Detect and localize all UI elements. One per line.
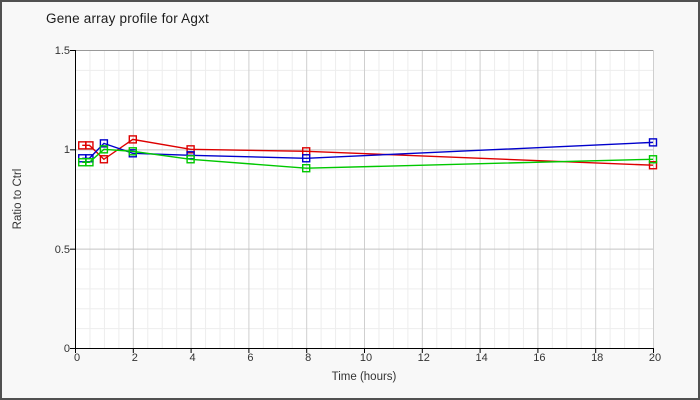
marker-series-green bbox=[85, 158, 94, 167]
marker-series-blue bbox=[648, 138, 658, 147]
marker-series-red bbox=[85, 141, 94, 150]
y-tick-label: 1 bbox=[63, 144, 70, 157]
marker-series-blue bbox=[302, 154, 311, 163]
x-tick-label: 8 bbox=[305, 352, 312, 364]
x-tick-label: 6 bbox=[247, 352, 254, 364]
marker-series-green bbox=[648, 155, 658, 164]
x-tick-label: 20 bbox=[648, 352, 662, 364]
y-tick-label: 1.5 bbox=[54, 45, 70, 57]
y-tick-label: 0 bbox=[63, 343, 70, 355]
x-tick-label: 18 bbox=[591, 352, 604, 364]
x-tick-label: 12 bbox=[417, 352, 430, 364]
chart-title: Gene array profile for Agxt bbox=[46, 11, 209, 26]
x-tick-label: 14 bbox=[475, 352, 488, 364]
x-tick-label: 16 bbox=[533, 352, 546, 364]
x-tick-label: 10 bbox=[359, 352, 373, 364]
marker-series-red bbox=[99, 155, 109, 164]
y-tick-label: 0.5 bbox=[54, 243, 70, 256]
line-series-red bbox=[82, 138, 654, 166]
marker-series-blue bbox=[99, 139, 109, 148]
x-tick-label: 4 bbox=[189, 352, 196, 364]
line-series-green bbox=[82, 148, 654, 169]
marker-series-red bbox=[648, 161, 658, 170]
marker-series-green bbox=[99, 145, 109, 154]
x-tick-label: 2 bbox=[131, 352, 138, 364]
marker-series-green bbox=[186, 155, 195, 164]
y-axis-title: Ratio to Ctrl bbox=[12, 168, 24, 230]
marker-series-red bbox=[128, 135, 138, 144]
marker-series-red bbox=[186, 145, 195, 154]
marker-series-green bbox=[128, 147, 138, 156]
x-axis-title: Time (hours) bbox=[331, 371, 397, 383]
marker-series-green bbox=[302, 164, 311, 173]
x-tick-label: 0 bbox=[73, 352, 81, 364]
